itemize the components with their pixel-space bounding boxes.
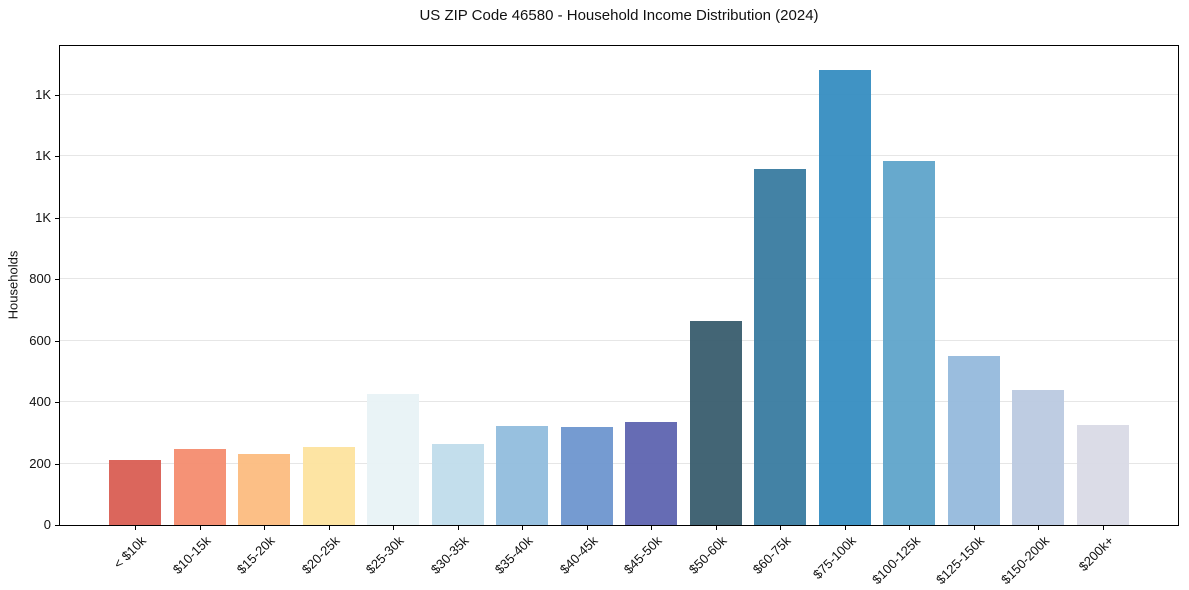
bar (431, 443, 484, 525)
x-tick-label: $45-50k (621, 533, 665, 577)
bar (560, 426, 613, 525)
y-tick-label: 0 (43, 517, 51, 532)
bar (173, 449, 226, 525)
x-tick (457, 526, 459, 530)
y-tick-label: 800 (29, 271, 51, 287)
x-tick (973, 526, 975, 530)
x-tick (909, 526, 911, 530)
x-tick-label: $25-30k (362, 533, 407, 577)
x-tick (393, 526, 395, 530)
x-tick (522, 526, 524, 530)
x-tick-label: $125-150k (933, 533, 988, 588)
x-tick (780, 526, 782, 530)
bar (238, 454, 291, 525)
x-tick-label: $10-15k (169, 533, 214, 577)
gridline (60, 216, 1178, 218)
gridline (60, 339, 1178, 341)
bar (367, 394, 420, 525)
bar (1012, 389, 1065, 525)
bar (302, 446, 355, 525)
bar (496, 425, 549, 525)
gridline (60, 462, 1178, 464)
x-tick (844, 526, 846, 530)
x-tick (1102, 526, 1104, 530)
gridline (60, 278, 1178, 280)
y-tick-label: 400 (29, 394, 51, 410)
x-tick-label: $100-125k (868, 533, 924, 588)
x-tick (586, 526, 588, 530)
bar (109, 460, 161, 525)
bar (1076, 425, 1129, 525)
x-tick (1038, 526, 1040, 530)
bar (625, 422, 678, 525)
chart-title: US ZIP Code 46580 - Household Income Dis… (419, 7, 819, 24)
gridline (60, 93, 1178, 95)
x-tick (651, 526, 653, 530)
y-axis-label: Households (5, 250, 21, 320)
x-tick-label: $60-75k (750, 533, 794, 577)
x-tick-label: $75-100k (809, 533, 859, 582)
x-tick (264, 526, 266, 530)
gridline (60, 401, 1178, 403)
plot-area (59, 45, 1179, 526)
x-tick-label: $20-25k (298, 533, 343, 577)
bar (689, 320, 742, 525)
x-tick-label: $35-40k (491, 533, 536, 577)
x-tick (715, 526, 717, 530)
x-tick-label: $40-45k (556, 533, 601, 577)
bar (883, 160, 936, 525)
y-tick-label: 1K (35, 148, 51, 164)
x-tick-label: < $10k (110, 533, 149, 572)
bar (754, 168, 807, 525)
x-tick-label: $200k+ (1075, 533, 1117, 575)
bar (947, 356, 1000, 525)
y-tick-label: 600 (29, 332, 51, 348)
bar (818, 69, 871, 525)
x-tick (135, 526, 136, 530)
y-tick-label: 200 (29, 455, 51, 471)
y-tick-label: 1K (35, 86, 51, 102)
x-tick (199, 526, 201, 530)
x-tick (328, 526, 330, 530)
x-tick-label: $50-60k (685, 533, 730, 577)
x-tick-label: $15-20k (233, 533, 278, 577)
x-tick-label: $30-35k (427, 533, 472, 577)
gridline (60, 155, 1178, 157)
y-tick-label: 1K (35, 209, 51, 225)
x-tick-label: $150-200k (998, 533, 1053, 588)
